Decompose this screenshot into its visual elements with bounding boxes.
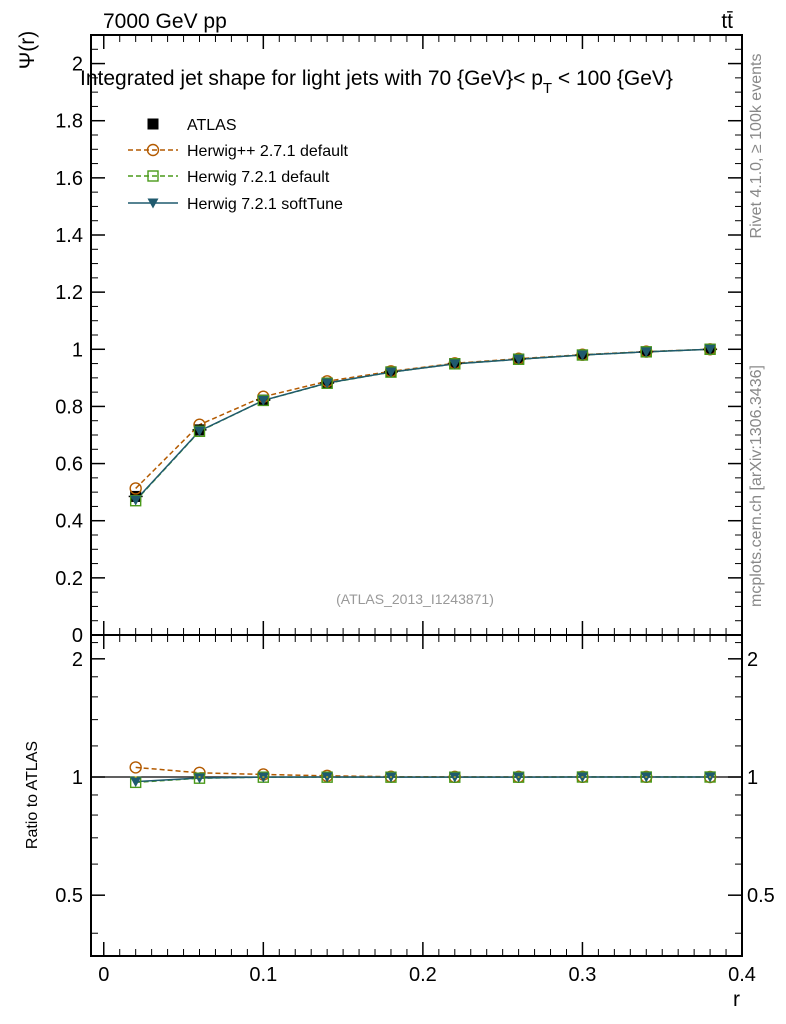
atlas-ratio-band (581, 776, 584, 778)
x-axis-title: r (733, 988, 740, 1011)
y-tick-label: 0.6 (55, 454, 83, 476)
analysis-id-label: (ATLAS_2013_I1243871) (336, 591, 494, 607)
ratio-y-tick-label-right: 2 (747, 649, 758, 671)
ratio-y-tick-label: 1 (72, 767, 83, 789)
atlas-ratio-band (134, 776, 137, 778)
ratio-axis-title: Ratio to ATLAS (24, 741, 41, 849)
main-point-3 (640, 347, 652, 358)
x-tick-label: 0.4 (728, 964, 756, 986)
atlas-ratio-band (198, 776, 201, 778)
ratio-series-line-0 (135, 766, 711, 778)
main-point-3 (513, 354, 525, 365)
x-tick-label: 0.2 (409, 964, 437, 986)
main-point-3 (576, 350, 588, 361)
atlas-ratio-band (326, 776, 329, 778)
y-tick-label: 1.8 (55, 111, 83, 133)
ratio-point-2 (385, 772, 397, 783)
process-label: tt̄ (721, 10, 733, 33)
plot-title: Integrated jet shape for light jets with… (80, 67, 673, 97)
energy-label: 7000 GeV pp (103, 10, 227, 33)
main-series-line-1 (135, 348, 711, 489)
ratio-y-tick-label: 0.5 (55, 885, 83, 907)
y-tick-label: 0.2 (55, 568, 83, 590)
y-tick-label: 0.8 (55, 396, 83, 418)
ratio-y-tick-label-right: 1 (747, 767, 758, 789)
main-point-1 (129, 482, 142, 495)
ratio-point-2 (513, 772, 525, 783)
rivet-version-label: Rivet 4.1.0, ≥ 100k events (748, 54, 765, 239)
main-point-3 (321, 378, 333, 389)
main-point-3 (194, 426, 205, 437)
mcplots-label: mcplots.cern.ch [arXiv:1306.3436] (748, 365, 765, 607)
legend-label-0: ATLAS (187, 117, 237, 134)
atlas-ratio-band (262, 776, 265, 778)
main-series-line-3 (135, 348, 711, 501)
y-tick-label: 0.4 (55, 511, 83, 533)
y-tick-label: 1.2 (55, 282, 83, 304)
atlas-ratio-band (389, 776, 392, 778)
atlas-ratio-band (709, 776, 712, 778)
y-tick-label: 1 (72, 339, 83, 361)
x-tick-label: 0 (98, 964, 109, 986)
plot-title-rest: < 100 {GeV} (552, 67, 673, 90)
ratio-point-0 (129, 761, 142, 774)
y-axis-title: Ψ(r) (16, 31, 39, 70)
legend-label-2: Herwig 7.2.1 default (187, 169, 330, 186)
atlas-ratio-band (645, 776, 648, 778)
ratio-point-2 (449, 772, 461, 783)
ratio-point-2 (194, 773, 205, 784)
y-tick-label: 1.4 (55, 225, 83, 247)
ratio-series-line-2 (135, 776, 711, 783)
main-point-3 (704, 344, 716, 355)
ratio-point-2 (257, 772, 269, 783)
ratio-y-tick-label: 2 (72, 649, 83, 671)
main-series-line-2 (135, 348, 711, 502)
plot-title-subscript: T (543, 80, 552, 97)
legend-marker-3 (147, 198, 159, 209)
y-tick-label: 0 (72, 625, 83, 647)
y-tick-label: 2 (72, 54, 83, 76)
main-point-3 (257, 395, 269, 406)
atlas-ratio-band (453, 776, 456, 778)
y-tick-label: 1.6 (55, 168, 83, 190)
x-tick-label: 0.3 (569, 964, 597, 986)
legend-marker-2 (147, 170, 159, 182)
ratio-plot-frame (90, 634, 743, 957)
x-tick-label: 0.1 (249, 964, 277, 986)
main-point-3 (449, 359, 461, 370)
ratio-y-tick-label-right: 0.5 (747, 885, 775, 907)
main-point-3 (385, 367, 397, 378)
legend-marker-0 (147, 118, 159, 130)
legend-marker-1 (146, 143, 160, 157)
main-point-3 (130, 495, 142, 506)
plot-title-main: Integrated jet shape for light jets with… (80, 67, 543, 90)
ratio-point-2 (130, 777, 142, 788)
legend-label-1: Herwig++ 2.7.1 default (187, 143, 349, 160)
legend-label-3: Herwig 7.2.1 softTune (187, 196, 343, 213)
atlas-ratio-band (517, 776, 520, 778)
